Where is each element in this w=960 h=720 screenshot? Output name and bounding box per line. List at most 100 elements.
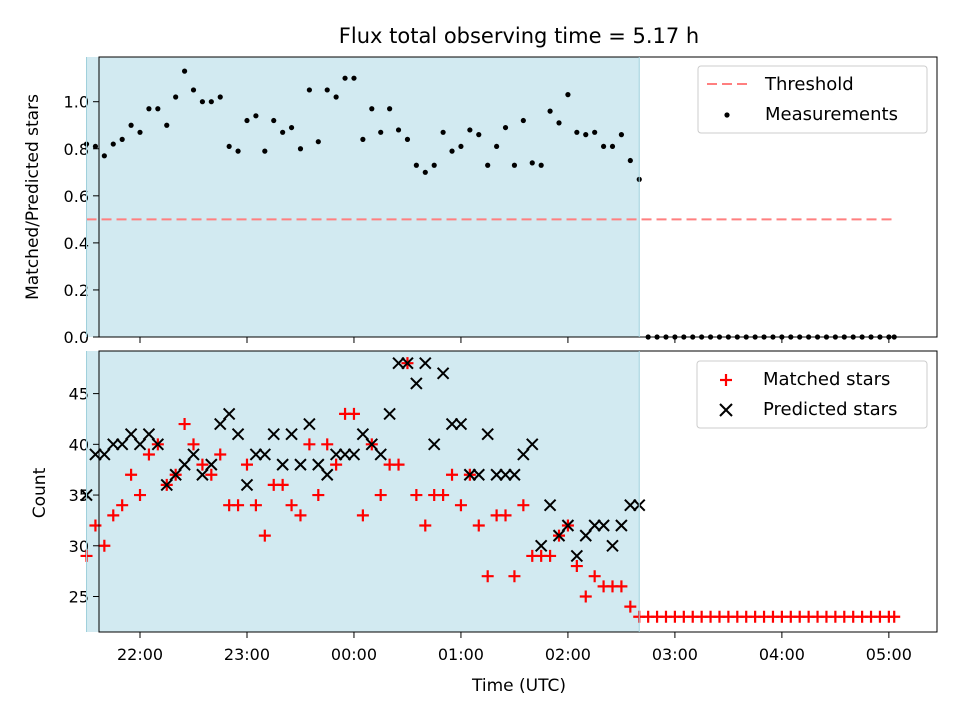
predicted-star-point xyxy=(303,417,316,431)
matched-star-point xyxy=(321,438,334,451)
predicted-star-point xyxy=(124,427,138,441)
matched-star-point xyxy=(356,509,369,522)
matched-star-point xyxy=(454,499,467,512)
matched-star-point xyxy=(294,509,307,522)
matched-star-point xyxy=(517,499,530,512)
predicted-legend-label: Predicted stars xyxy=(763,399,897,420)
predicted-star-point xyxy=(338,448,352,461)
measurements-legend-swatch xyxy=(724,112,730,118)
measurement-point xyxy=(583,132,589,138)
predicted-star-point xyxy=(472,468,485,481)
measurement-point xyxy=(217,94,223,100)
predicted-star-point xyxy=(383,407,396,421)
matched-star-point xyxy=(249,499,262,512)
matched-star-point xyxy=(258,529,271,542)
predicted-star-point xyxy=(222,407,236,421)
measurement-point xyxy=(387,106,393,112)
matched-star-point xyxy=(240,458,253,471)
predicted-star-point xyxy=(329,448,343,461)
measurement-point xyxy=(190,87,197,93)
matched-star-point xyxy=(285,499,298,512)
matched-star-point xyxy=(98,539,111,552)
measurement-point xyxy=(235,148,241,154)
measurement-point xyxy=(592,129,598,135)
measurement-point xyxy=(155,106,161,112)
measurement-point xyxy=(547,108,553,114)
predicted-star-point xyxy=(231,427,245,441)
matched-star-point xyxy=(888,610,901,623)
predicted-star-point xyxy=(249,448,263,461)
matched-star-point xyxy=(570,560,583,573)
predicted-star-point xyxy=(597,519,610,532)
measurement-point xyxy=(288,124,295,131)
measurement-point xyxy=(511,162,518,168)
matched-star-point xyxy=(615,580,628,593)
measurement-point xyxy=(226,143,232,150)
matched-star-point xyxy=(437,489,450,502)
matched-star-point xyxy=(276,478,289,491)
measurement-point xyxy=(342,75,348,81)
predicted-star-point xyxy=(508,468,521,481)
measurement-point xyxy=(181,68,188,74)
matched-star-point xyxy=(125,468,138,481)
bottom-legend: Matched stars Predicted stars xyxy=(696,360,928,429)
predicted-star-point xyxy=(570,549,584,563)
predicted-star-point xyxy=(419,356,432,370)
measurement-point xyxy=(458,143,464,150)
predicted-star-point xyxy=(579,529,592,542)
measurement-point xyxy=(137,129,143,135)
bottom-y-ticks: 25 30 35 40 45 xyxy=(69,385,99,606)
predicted-star-point xyxy=(588,519,601,532)
top-y-ticks: 0.0 0.2 0.4 0.6 0.8 1.0 xyxy=(64,93,99,347)
measurement-point xyxy=(164,122,170,128)
measurement-point xyxy=(351,75,357,81)
top-panel: 0.0 0.2 0.4 0.6 0.8 1.0 Matched/Predicted sta… xyxy=(23,56,938,347)
matched-star-point xyxy=(579,590,592,603)
predicted-star-point xyxy=(115,438,129,451)
measurement-point xyxy=(476,132,482,138)
predicted-star-point xyxy=(561,519,575,532)
predicted-star-point xyxy=(463,468,477,481)
matched-star-point xyxy=(330,458,343,471)
y-tick-label: 1.0 xyxy=(64,93,89,112)
y-tick-label: 0.0 xyxy=(64,328,89,347)
x-tick-label: 02:00 xyxy=(545,645,591,664)
predicted-star-point xyxy=(499,468,512,481)
measurement-point xyxy=(128,122,134,128)
measurement-point xyxy=(440,129,446,135)
predicted-legend-swatch xyxy=(719,403,733,417)
y-tick-label: 40 xyxy=(69,435,89,454)
bottom-axes-frame xyxy=(98,350,938,633)
measurement-point xyxy=(297,146,304,152)
predicted-star-point xyxy=(606,539,619,552)
y-tick-label: 0.2 xyxy=(64,281,89,300)
matched-star-point xyxy=(508,570,521,583)
matched-star-point xyxy=(214,448,227,461)
predicted-star-point xyxy=(526,438,539,451)
predicted-star-point xyxy=(160,478,173,492)
measurement-point xyxy=(538,162,544,168)
x-tick-label: 01:00 xyxy=(438,645,484,664)
top-legend-box xyxy=(697,65,928,134)
predicted-star-point xyxy=(356,427,370,441)
measurement-point xyxy=(369,106,375,112)
matched-star-point xyxy=(187,438,200,451)
measurement-point xyxy=(404,136,411,142)
measurement-point xyxy=(253,113,259,119)
matched-star-point xyxy=(544,549,557,562)
predicted-star-point xyxy=(196,468,209,481)
measurement-point xyxy=(110,141,116,147)
y-tick-label: 35 xyxy=(69,486,89,505)
bottom-panel: 25 30 35 40 45 22:00 23:00 00:00 01:00 02:00 03:0… xyxy=(30,350,938,696)
predicted-star-point xyxy=(205,458,218,471)
predicted-star-point xyxy=(401,356,414,370)
threshold-legend-label: Threshold xyxy=(764,74,854,95)
x-axis-label: Time (UTC) xyxy=(471,676,566,696)
x-tick-label: 03:00 xyxy=(652,645,698,664)
matched-star-point xyxy=(312,489,325,502)
measurement-point xyxy=(360,136,366,142)
x-tick-label: 23:00 xyxy=(224,645,270,664)
predicted-star-point xyxy=(107,438,120,451)
measurement-point xyxy=(618,132,625,138)
